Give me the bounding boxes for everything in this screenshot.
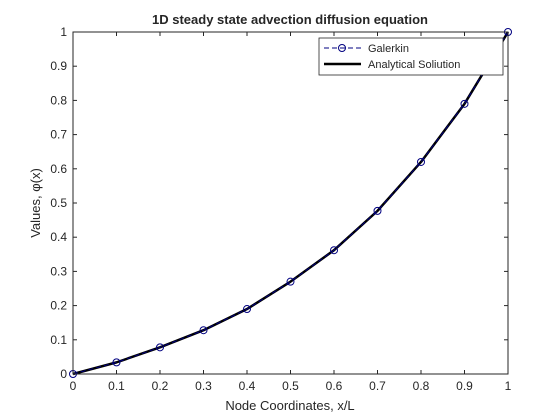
legend-galerkin-marker (338, 44, 346, 52)
galerkin-point (330, 246, 338, 255)
y-tick-label: 0.8 (50, 93, 67, 107)
y-tick-label: 0.3 (50, 264, 67, 278)
x-tick-label: 0.6 (326, 379, 343, 393)
x-tick-label: 1 (505, 379, 512, 393)
y-tick-label: 0.1 (50, 333, 67, 347)
galerkin-point (286, 277, 295, 286)
galerkin-point (199, 326, 208, 335)
galerkin-point (112, 358, 121, 367)
y-axis-label: Values, φ(x) (28, 168, 43, 238)
x-tick-label: 0.1 (108, 379, 125, 393)
series-layer (69, 28, 512, 378)
galerkin-point (373, 206, 382, 215)
x-tick-label: 0.7 (369, 379, 386, 393)
galerkin-point (243, 305, 251, 314)
y-tick-label: 1 (60, 25, 67, 39)
y-tick-label: 0.6 (50, 162, 67, 176)
galerkin-point (156, 343, 164, 352)
galerkin-point (417, 157, 425, 166)
y-tick-label: 0.7 (50, 128, 67, 142)
plot-area (73, 32, 508, 374)
legend: Galerkin Analytical Soliution (318, 37, 504, 76)
x-tick-label: 0.3 (195, 379, 212, 393)
y-tick-label: 0.9 (50, 59, 67, 73)
chart-title: 1D steady state advection diffusion equa… (152, 12, 428, 27)
x-tick-label: 0.4 (239, 379, 256, 393)
series-galerkin-line (72, 31, 509, 375)
y-tick-label: 0.5 (50, 196, 67, 210)
legend-analytical-label: Analytical Soliution (368, 59, 460, 71)
legend-galerkin-label: Galerkin (368, 43, 409, 55)
plot-frame (72, 31, 509, 375)
x-tick-label: 0.9 (456, 379, 473, 393)
y-tick-label: 0.2 (50, 299, 67, 313)
x-axis-ticks: 0 0.1 0.2 0.3 0.4 0.5 0.6 0.7 0.8 0.9 1 (70, 32, 512, 393)
x-tick-label: 0 (70, 379, 77, 393)
x-tick-label: 0.2 (152, 379, 169, 393)
galerkin-point (460, 99, 469, 108)
legend-box (318, 37, 504, 76)
y-tick-label: 0 (60, 367, 67, 381)
x-tick-label: 0.8 (413, 379, 430, 393)
y-tick-label: 0.4 (50, 230, 67, 244)
x-tick-label: 0.5 (282, 379, 299, 393)
x-axis-label: Node Coordinates, x/L (225, 398, 354, 413)
